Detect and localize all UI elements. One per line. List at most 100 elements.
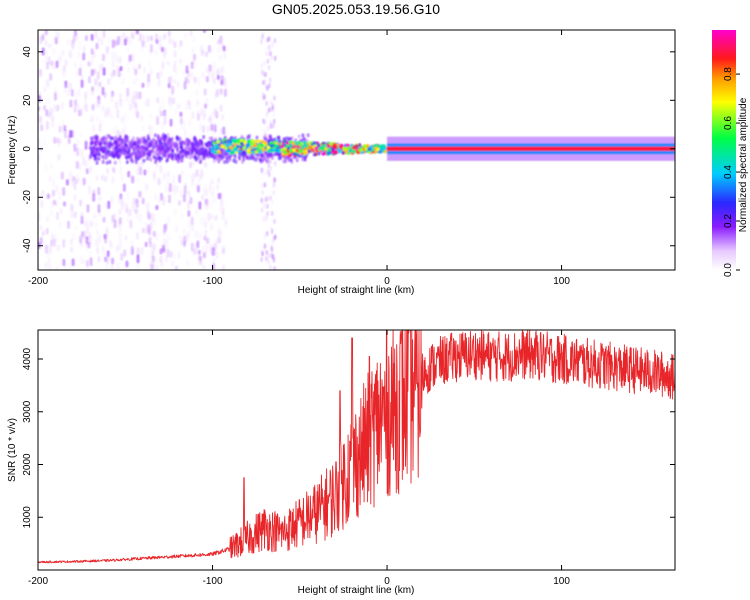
heatmap-cell <box>134 68 138 76</box>
heatmap-cell <box>182 119 186 127</box>
heatmap-cell <box>205 75 209 83</box>
heatmap-cell <box>75 161 79 169</box>
heatmap-cell <box>120 175 124 181</box>
heatmap-cell <box>321 152 326 156</box>
heatmap-cell <box>96 151 100 156</box>
heatmap-cell <box>168 194 172 204</box>
heatmap-cell <box>239 141 244 146</box>
heatmap-cell <box>39 115 43 125</box>
heatmap-cell <box>201 195 205 201</box>
heatmap-cell <box>167 141 171 146</box>
heatmap-cell <box>284 155 288 160</box>
heatmap-cell <box>53 92 57 101</box>
heatmap-cell <box>287 153 292 158</box>
heatmap-cell <box>362 144 367 148</box>
heatmap-cell <box>338 145 343 149</box>
heatmap-cell <box>196 141 200 146</box>
heatmap-cell <box>121 202 125 209</box>
heatmap-cell <box>149 241 153 248</box>
heatmap-cell <box>39 36 43 45</box>
heatmap-cell <box>125 155 129 160</box>
snr-y-axis-label: SNR (10 * v/v) <box>7 418 18 482</box>
heatmap-cell <box>148 213 152 221</box>
heatmap-cell <box>190 61 194 69</box>
heatmap-cell <box>77 87 81 97</box>
heatmap-cell <box>125 36 129 43</box>
heatmap-cell <box>113 219 117 229</box>
heatmap-cell <box>141 125 145 132</box>
heatmap-cell <box>278 156 282 161</box>
heatmap-cell <box>105 50 109 56</box>
heatmap-cell <box>146 202 150 212</box>
heatmap-cell <box>188 151 192 156</box>
heatmap-cell <box>212 159 216 164</box>
colorbar-tick-label: 0.6 <box>723 116 734 130</box>
heatmap-cell <box>52 199 56 206</box>
heatmap-cell <box>60 171 64 180</box>
heatmap-cell <box>232 140 237 144</box>
heatmap-cell <box>276 145 280 150</box>
heatmap-cell <box>187 230 191 239</box>
heatmap-cell <box>261 32 265 38</box>
heatmap-cell <box>64 129 68 139</box>
heatmap-cell <box>216 46 220 53</box>
heatmap-cell <box>331 150 336 154</box>
heatmap-cell <box>134 154 138 159</box>
heatmap-cell <box>89 136 93 141</box>
heatmap-cell <box>183 81 187 90</box>
heatmap-cell <box>154 49 158 56</box>
heatmap-cell <box>202 252 206 259</box>
heatmap-cell <box>216 88 220 97</box>
y-tick-label: 1000 <box>22 506 33 529</box>
colorbar-tick-label: 0.0 <box>723 263 734 277</box>
heatmap-cell <box>89 250 93 257</box>
heatmap-cell <box>114 100 118 110</box>
heatmap-cell <box>202 153 206 158</box>
heatmap-cell <box>201 245 205 254</box>
heatmap-cell <box>97 204 101 213</box>
heatmap-cell <box>135 76 139 83</box>
heatmap-cell <box>143 66 147 74</box>
heatmap-cell <box>127 66 131 73</box>
heatmap-cell <box>161 46 165 52</box>
heatmap-cell <box>44 39 48 46</box>
heatmap-cell <box>179 111 183 117</box>
heatmap-cell <box>98 123 102 132</box>
heatmap-cell <box>189 30 193 36</box>
heatmap-cell <box>224 221 228 229</box>
heatmap-cell <box>265 212 268 218</box>
heatmap-cell <box>90 220 94 227</box>
heatmap-cell <box>154 160 158 165</box>
heatmap-cell <box>154 256 158 264</box>
heatmap-cell <box>163 33 167 40</box>
heatmap-cell <box>267 149 272 153</box>
heatmap-cell <box>262 216 266 222</box>
heatmap-cell <box>265 84 268 90</box>
heatmap-cell <box>70 212 74 219</box>
heatmap-cell <box>105 263 109 270</box>
heatmap-cell <box>58 138 62 145</box>
heatmap-cell <box>322 143 327 148</box>
heatmap-cell <box>51 120 55 128</box>
heatmap-cell <box>173 50 177 58</box>
heatmap-cell <box>194 147 198 152</box>
heatmap-cell <box>204 147 208 152</box>
heatmap-cell <box>271 238 275 244</box>
heatmap-cell <box>106 149 110 154</box>
heatmap-cell <box>57 56 61 65</box>
heatmap-cell <box>188 118 192 128</box>
heatmap-cell <box>137 63 141 70</box>
heatmap-cell <box>296 153 300 157</box>
colorbar-ticks: 0.0 0.2 0.4 0.6 0.8 <box>723 67 740 277</box>
heatmap-cell <box>156 134 160 139</box>
heatmap-cell <box>258 150 263 154</box>
heatmap-cell <box>169 104 173 110</box>
heatmap-cell <box>227 148 232 152</box>
heatmap-cell <box>241 150 246 154</box>
heatmap-cell <box>151 261 155 269</box>
heatmap-cell <box>152 173 156 182</box>
heatmap-cell <box>201 125 205 134</box>
heatmap-cell <box>196 255 200 262</box>
heatmap-cell <box>289 149 293 153</box>
heatmap-cell <box>82 45 86 54</box>
